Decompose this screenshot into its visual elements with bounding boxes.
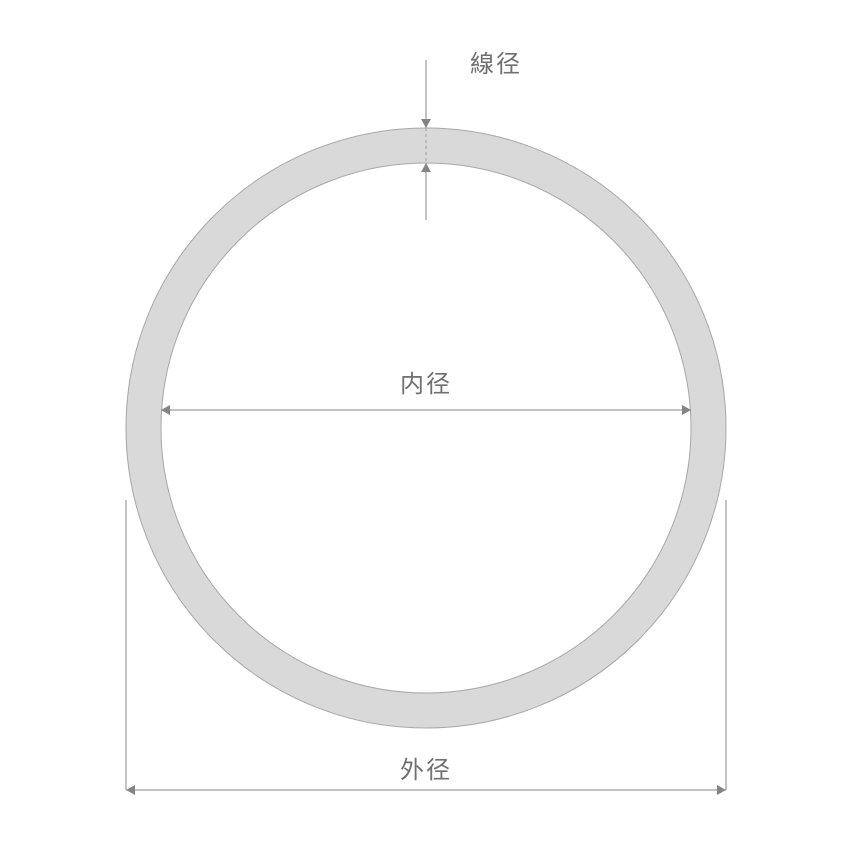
ring-dimension-diagram: 線径内径外径 [0, 0, 850, 850]
outer-diameter-label: 外径 [400, 757, 452, 784]
inner-diameter-label: 内径 [400, 371, 452, 398]
wire-diameter-label: 線径 [470, 51, 522, 78]
